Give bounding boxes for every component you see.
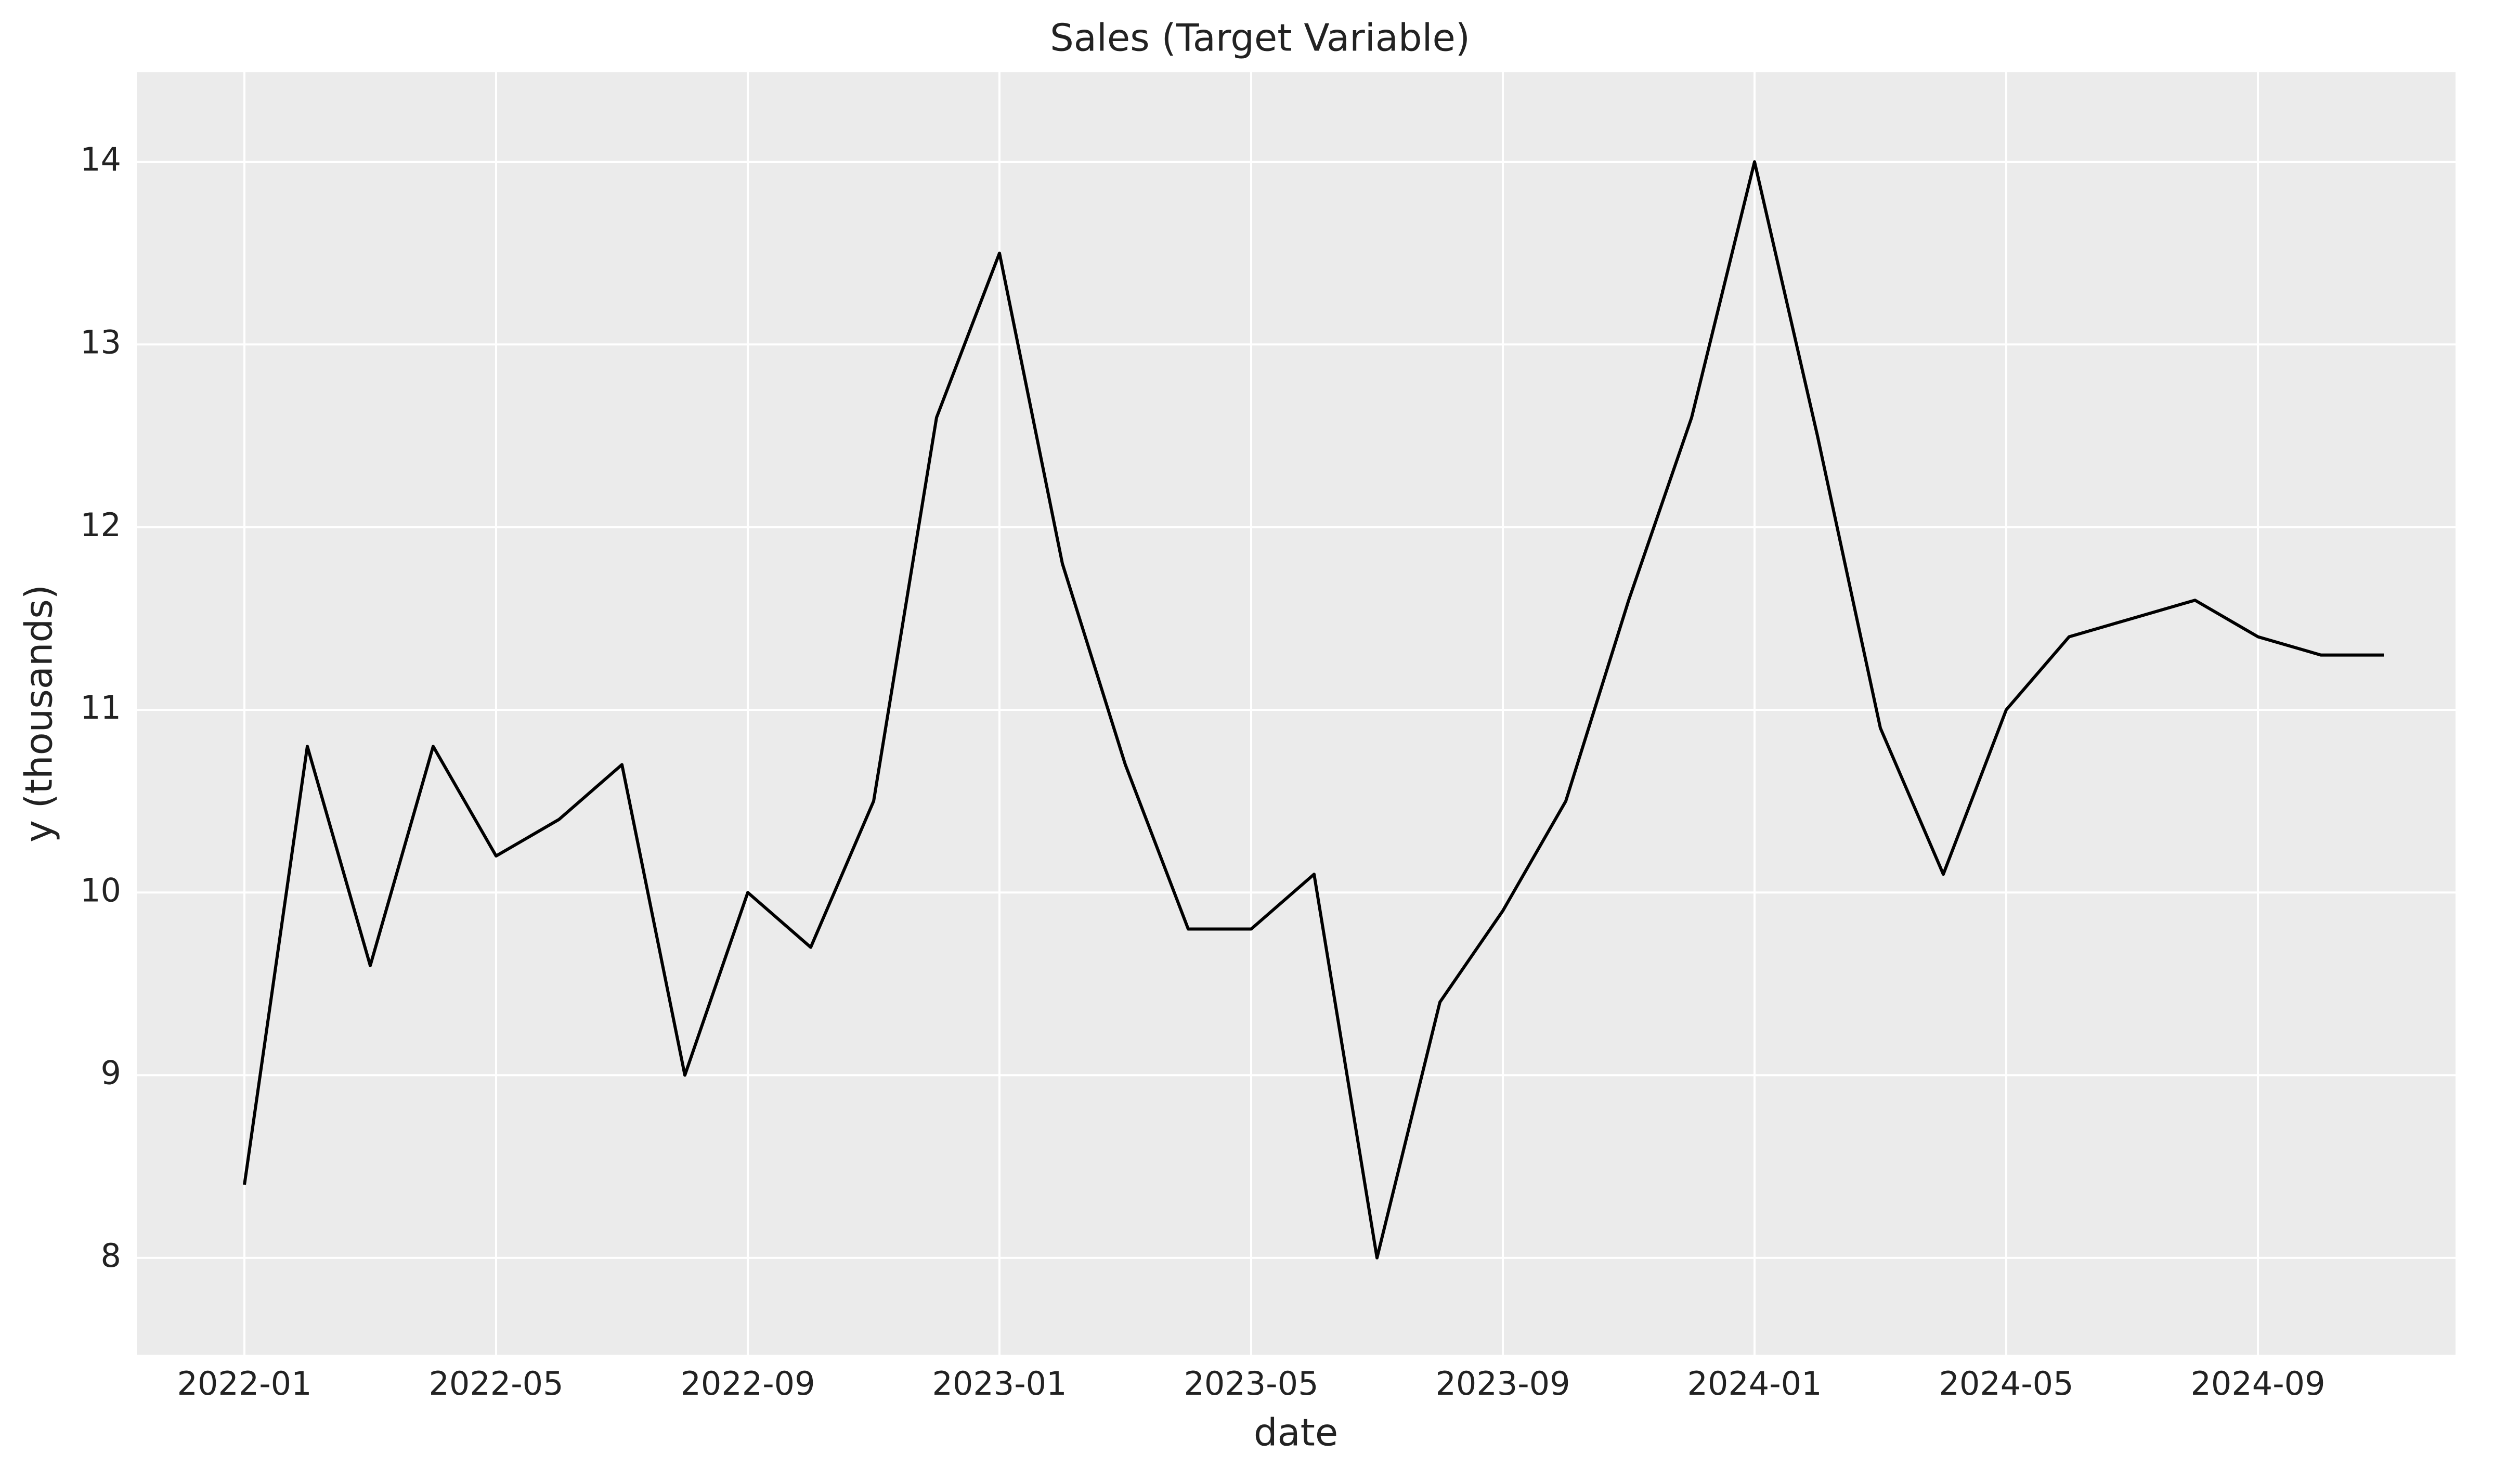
x-tick-label: 2022-09 — [680, 1365, 815, 1403]
y-tick-label: 12 — [80, 506, 121, 544]
marks — [243, 160, 2384, 1260]
x-tick-label: 2022-05 — [428, 1365, 563, 1403]
x-tick-label: 2024-05 — [1939, 1365, 2073, 1403]
x-tick-label: 2022-01 — [177, 1365, 311, 1403]
x-tick-label: 2023-09 — [1435, 1365, 1570, 1403]
grid — [137, 72, 2456, 1355]
x-axis-label: date — [1254, 1411, 1338, 1455]
x-tick-label: 2023-01 — [932, 1365, 1067, 1403]
series-line — [243, 160, 2384, 1260]
x-tick-label: 2024-09 — [2190, 1365, 2325, 1403]
y-tick-label: 9 — [101, 1054, 121, 1092]
y-axis-label: y (thousands) — [17, 585, 61, 842]
y-tick-label: 10 — [80, 871, 121, 909]
plot-area — [137, 72, 2456, 1355]
chart-title: Sales (Target Variable) — [1050, 16, 1470, 60]
y-tick-label: 14 — [80, 140, 121, 178]
x-tick-label: 2023-05 — [1184, 1365, 1318, 1403]
y-tick-label: 11 — [80, 689, 121, 726]
x-tick-label: 2024-01 — [1687, 1365, 1822, 1403]
y-tick-label: 13 — [80, 323, 121, 361]
y-tick-label: 8 — [101, 1237, 121, 1275]
